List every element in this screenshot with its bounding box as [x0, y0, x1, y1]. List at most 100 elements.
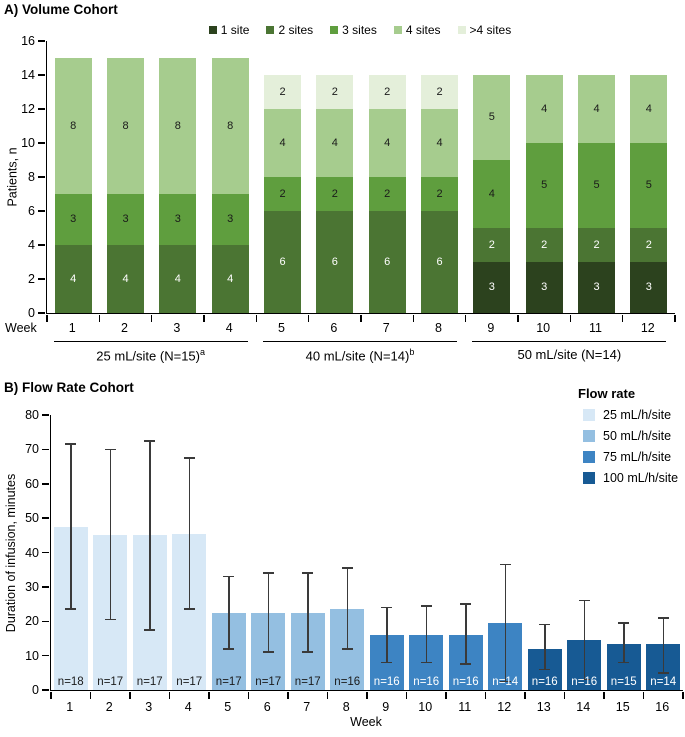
segment-week3-4sites: 8 [159, 58, 197, 194]
n-label-week-7: n=17 [294, 676, 321, 688]
error-bar-week-6 [267, 573, 269, 653]
segment-week7-4sites: 2 [368, 75, 406, 109]
error-bar-week-5 [228, 576, 230, 649]
segment-week5-4sites: 4 [264, 109, 301, 177]
error-bar-cap-bottom [144, 629, 156, 631]
segment-week1-2sites: 4 [54, 245, 92, 313]
segment-value-label: 3 [174, 213, 181, 225]
segment-week10-3sites: 5 [525, 143, 563, 228]
error-bar-cap-top [657, 617, 669, 619]
segment-week5-3sites: 2 [264, 177, 301, 211]
legend-item-2sites: 2 sites [266, 23, 313, 37]
segment-value-label: 8 [70, 119, 77, 132]
error-bar-cap-bottom [539, 668, 551, 671]
panel-b-title: B) Flow Rate Cohort [4, 380, 134, 395]
week-tick-label: 5 [224, 700, 232, 714]
group-label-text: 50 mL/site (N=14) [517, 347, 622, 362]
legend-item-label: 25 mL/h/site [603, 407, 672, 422]
error-bar-cap-bottom [341, 648, 353, 650]
segment-value-label: 2 [279, 187, 286, 200]
segment-week8-4sites: 2 [421, 75, 458, 109]
group-underline [263, 341, 457, 343]
week-tick-label: 8 [435, 321, 442, 335]
group-label-text: 25 mL/site (N=15) [96, 348, 200, 364]
week-tick-label: 15 [615, 700, 630, 714]
y-axis-tick-label: 30 [25, 579, 39, 594]
y-axis-tick-label: 6 [28, 204, 35, 218]
segment-value-label: 2 [331, 187, 338, 200]
n-label-week-14: n=16 [571, 676, 598, 688]
group-underline [53, 341, 248, 343]
x-axis-tick [484, 692, 487, 699]
segment-week6-4sites: 4 [316, 109, 354, 177]
error-bar-cap-bottom [302, 651, 314, 653]
legend-item-label: 100 mL/h/site [603, 470, 679, 485]
segment-week7-4sites: 4 [368, 109, 406, 177]
error-bar-cap-bottom [104, 618, 116, 621]
segment-value-label: 5 [593, 179, 600, 191]
n-label-week-10: n=16 [413, 676, 440, 688]
segment-week4-4sites: 8 [211, 58, 249, 194]
week-tick-label: 7 [382, 321, 390, 335]
legend-item-label: >4 sites [469, 23, 512, 37]
y-axis-tick-label: 60 [25, 476, 39, 491]
segment-week5-2sites: 6 [264, 211, 301, 313]
x-axis-tick [563, 692, 566, 699]
y-axis-tick-label: 4 [28, 238, 35, 252]
segment-week12-1site: 3 [630, 262, 668, 313]
week-tick-label: 9 [487, 321, 495, 335]
x-axis-tick [247, 692, 250, 699]
x-axis-tick [569, 315, 572, 322]
segment-week12-2sites: 2 [630, 228, 668, 262]
x-axis-tick [674, 315, 676, 322]
week-tick-label: 4 [184, 700, 192, 714]
error-bar-week-13 [544, 624, 546, 670]
y-axis-tick-label: 20 [25, 614, 39, 629]
n-label-week-8: n=16 [334, 676, 361, 688]
week-tick-label: 10 [536, 321, 551, 335]
legend-item-label: 50 mL/h/site [603, 428, 672, 443]
group-label-superscript: a [199, 347, 205, 357]
x-axis-tick [98, 315, 101, 322]
legend-swatch-icon [583, 408, 595, 421]
y-axis-tick-label: 16 [21, 34, 35, 48]
y-axis-tick [42, 551, 49, 554]
panel-a-plot-area: 0 2 4 6 8 10 12 14 16 4 3 8 4 3 8 4 3 8 4 3 8 6 2 4 2 6 2 4 2 6 2 4 2 6 2 4… [21, 34, 676, 322]
n-label-week-1: n=18 [57, 676, 84, 688]
segment-week2-4sites: 8 [107, 58, 144, 194]
group-underline [472, 341, 667, 343]
segment-value-label: 4 [174, 272, 181, 285]
segment-value-label: 3 [645, 281, 652, 293]
segment-week7-2sites: 6 [368, 211, 406, 313]
x-axis-tick [326, 692, 329, 699]
segment-week9-3sites: 4 [473, 160, 511, 228]
segment-value-label: 6 [384, 255, 391, 268]
legend-swatch-icon [330, 26, 339, 34]
y-axis-tick-label: 80 [25, 408, 39, 422]
segment-week10-2sites: 2 [525, 228, 563, 262]
segment-week2-3sites: 3 [107, 194, 144, 245]
segment-value-label: 4 [331, 136, 338, 149]
group-label: 25 mL/site (N=15)a [54, 347, 248, 363]
legend-item-1site: 1 site [208, 23, 249, 37]
segment-week1-3sites: 3 [54, 194, 92, 245]
legend-swatch-icon [393, 26, 402, 34]
segment-week6-3sites: 2 [316, 177, 354, 211]
y-axis-tick-label: 8 [28, 170, 35, 184]
error-bar-week-8 [346, 567, 348, 649]
y-axis-tick [38, 210, 45, 212]
error-bar-week-2 [109, 449, 111, 620]
panel-a-legend: 1 site 2 sites 3 sites 4 sites >4 sites [46, 23, 674, 37]
y-axis-tick [42, 414, 49, 416]
y-axis-tick [38, 40, 45, 42]
group-label-superscript: b [409, 347, 415, 357]
x-axis-tick [524, 692, 526, 699]
error-bar-cap-top [578, 599, 590, 602]
panel-b-legend-title: Flow rate [578, 386, 636, 401]
legend-item-25mLhsite: 25 mL/h/site [576, 404, 684, 425]
segment-week4-3sites: 3 [211, 194, 249, 245]
error-bar-week-16 [662, 617, 664, 673]
legend-swatch-icon [457, 26, 466, 34]
group-label-text: 40 mL/site (N=14) [305, 348, 410, 364]
segment-week9-1site: 3 [473, 262, 511, 313]
